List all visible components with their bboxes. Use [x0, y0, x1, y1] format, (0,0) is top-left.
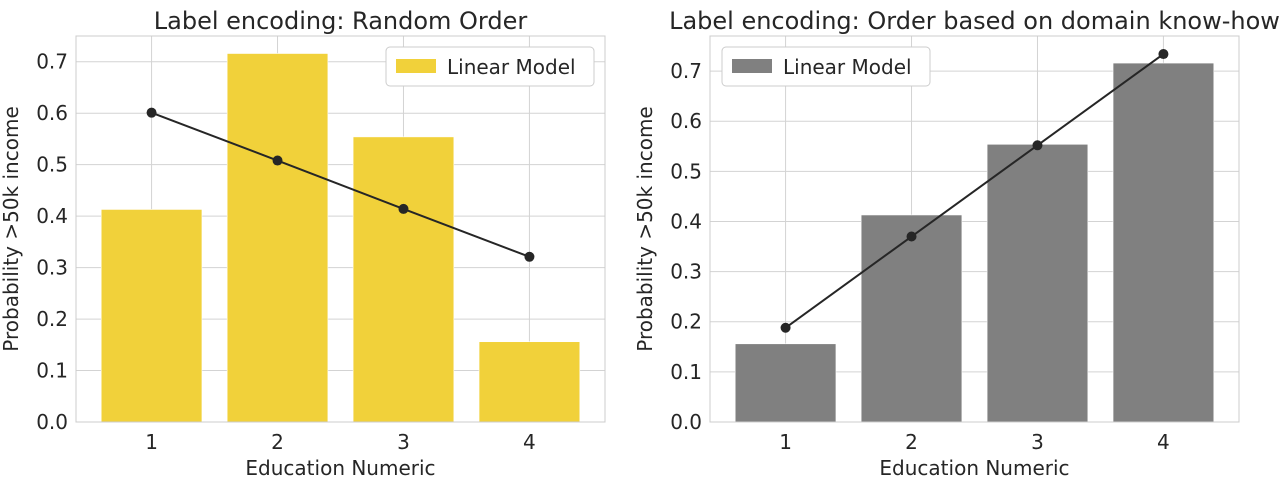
- y-tick-label: 0.3: [36, 256, 68, 280]
- line-point: [272, 155, 283, 166]
- chart-title: Label encoding: Order based on domain kn…: [669, 7, 1280, 35]
- x-axis-label: Education Numeric: [879, 456, 1069, 480]
- line-point: [1032, 140, 1043, 151]
- chart-title: Label encoding: Random Order: [154, 7, 528, 35]
- legend-label: Linear Model: [783, 55, 912, 79]
- series-line: [151, 111, 530, 258]
- chart-domain-order: 0.0 0.1 0.2 0.3 0.4 0.5 0.6 0.7 1 2 3 4 Label encodi…: [633, 7, 1280, 480]
- legend-label: Linear Model: [447, 55, 576, 79]
- y-tick-label: 0.1: [670, 360, 702, 384]
- x-tick-label: 3: [397, 430, 410, 454]
- bar: [734, 343, 837, 423]
- plot-border: [75, 35, 606, 423]
- y-tick-label: 0.4: [36, 204, 68, 228]
- bar: [1112, 62, 1215, 423]
- bar: [226, 53, 329, 423]
- x-tick-label: 4: [1157, 430, 1170, 454]
- plot-border: [709, 35, 1240, 423]
- legend: Linear Model: [385, 46, 595, 87]
- y-tick-label: 0.2: [36, 307, 68, 331]
- legend-box: [385, 46, 595, 87]
- series-line: [784, 53, 1165, 329]
- line-point: [146, 107, 157, 118]
- y-tick-label: 0.5: [36, 153, 68, 177]
- bar: [352, 136, 455, 423]
- x-tick-label: 2: [271, 430, 284, 454]
- y-tick-label: 0.1: [36, 359, 68, 383]
- y-tick-label: 0.0: [36, 410, 68, 434]
- legend-swatch: [732, 59, 772, 73]
- legend-swatch: [396, 59, 436, 73]
- y-tick-label: 0.3: [670, 260, 702, 284]
- y-tick-label: 0.6: [36, 101, 68, 125]
- line-point: [780, 322, 791, 333]
- bar: [100, 209, 203, 423]
- legend: Linear Model: [721, 46, 931, 87]
- legend-box: [721, 46, 931, 87]
- x-tick-label: 1: [779, 430, 792, 454]
- y-tick-label: 0.7: [670, 59, 702, 83]
- bar: [478, 341, 581, 423]
- line-point: [906, 231, 917, 242]
- line-point: [1158, 49, 1169, 60]
- x-axis-label: Education Numeric: [245, 456, 435, 480]
- y-tick-label: 0.2: [670, 310, 702, 334]
- y-axis-label: Probability >50k income: [0, 106, 23, 351]
- line-point: [524, 251, 535, 262]
- y-tick-label: 0.5: [670, 159, 702, 183]
- x-tick-label: 4: [523, 430, 536, 454]
- x-tick-label: 2: [905, 430, 918, 454]
- chart-random-order: 0.0 0.1 0.2 0.3 0.4 0.5 0.6 0.7 1 2 3 4 Label encodi…: [0, 7, 606, 480]
- line-point: [398, 203, 409, 214]
- y-tick-label: 0.4: [670, 209, 702, 233]
- x-tick-label: 1: [145, 430, 158, 454]
- y-tick-label: 0.7: [36, 50, 68, 74]
- bar: [860, 214, 963, 423]
- y-tick-label: 0.6: [670, 109, 702, 133]
- x-tick-label: 3: [1031, 430, 1044, 454]
- y-tick-label: 0.0: [670, 410, 702, 434]
- y-axis-label: Probability >50k income: [633, 106, 657, 351]
- bar: [986, 143, 1089, 423]
